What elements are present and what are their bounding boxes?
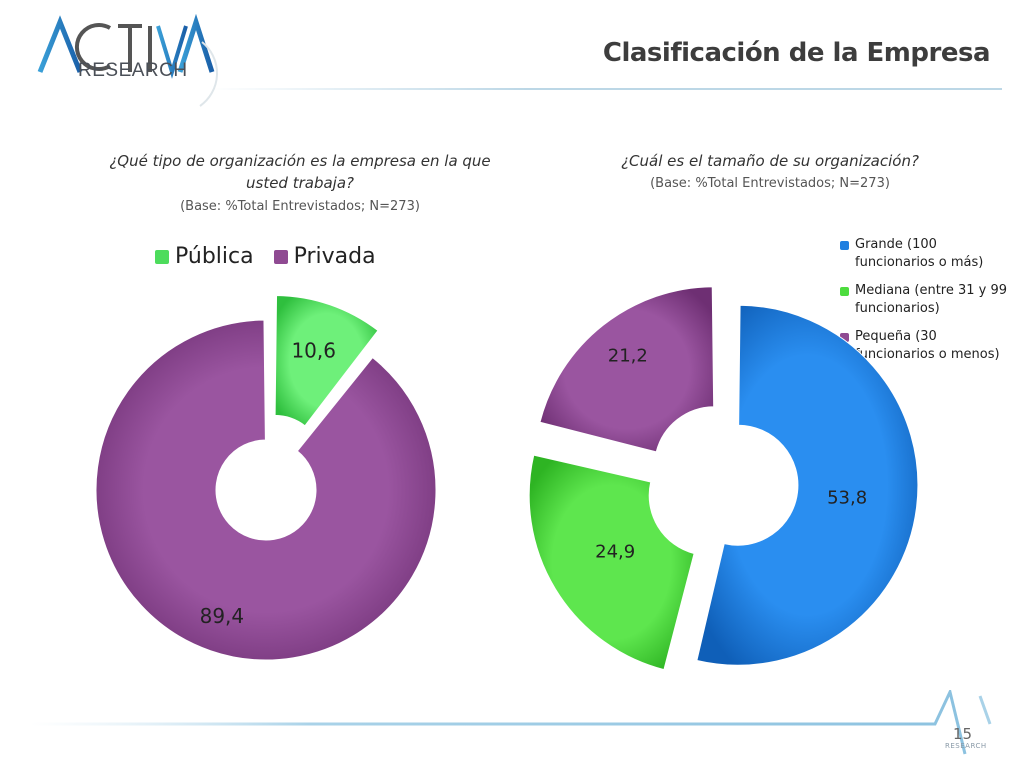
chart-1-subtitle: (Base: %Total Entrevistados; N=273) (180, 199, 420, 214)
legend-swatch-pequena (840, 333, 849, 342)
slice-privada-label: 89,4 (200, 604, 245, 628)
footer-logo-text: RESEARCH (945, 742, 987, 750)
slice-privada (95, 319, 437, 661)
logo-text: RESEARCH (78, 60, 188, 81)
legend-label-grande: Grande (100 funcionarios o más) (855, 237, 984, 270)
slice-pequena (539, 286, 715, 453)
legend-swatch-mediana (840, 287, 849, 296)
chart-2-subtitle: (Base: %Total Entrevistados; N=273) (650, 176, 890, 191)
page-title: Clasificación de la Empresa (602, 38, 991, 68)
legend-swatch-grande (840, 241, 849, 250)
slice-pequena-label: 21,2 (608, 346, 648, 367)
header-divider (210, 88, 1002, 90)
slice-publica-label: 10,6 (291, 339, 336, 363)
page-number: 15 (953, 725, 973, 743)
slice-grande (696, 304, 919, 666)
legend-label-privada: Privada (293, 244, 376, 269)
chart-1-title: ¿Qué tipo de organización es la empresa … (109, 152, 491, 192)
slice-publica (274, 294, 379, 427)
legend-label-pequena: Pequeña (30 funcionarios o menos) (855, 329, 1000, 362)
chart-2-legend: Grande (100 funcionarios o más) Mediana … (840, 236, 1015, 374)
legend-swatch-privada (273, 249, 288, 264)
slice-mediana (528, 454, 695, 671)
footer-decoration (30, 690, 992, 755)
legend-item-pequena: Pequeña (30 funcionarios o menos) (840, 328, 1015, 364)
legend-label-mediana: Mediana (entre 31 y 99 funcionarios) (855, 283, 1008, 316)
activa-logo (37, 14, 219, 107)
chart-1-legend: Pública Privada (155, 244, 396, 269)
legend-label-publica: Pública (175, 244, 254, 269)
chart-2-title: ¿Cuál es el tamaño de su organización? (621, 152, 919, 170)
legend-item-publica: Pública (155, 244, 254, 269)
legend-swatch-publica (155, 249, 169, 264)
slice-mediana-label: 24,9 (595, 542, 635, 563)
legend-item-privada: Privada (273, 244, 376, 269)
legend-item-mediana: Mediana (entre 31 y 99 funcionarios) (840, 282, 1015, 318)
slice-grande-label: 53,8 (827, 487, 867, 508)
legend-item-grande: Grande (100 funcionarios o más) (840, 236, 1015, 272)
